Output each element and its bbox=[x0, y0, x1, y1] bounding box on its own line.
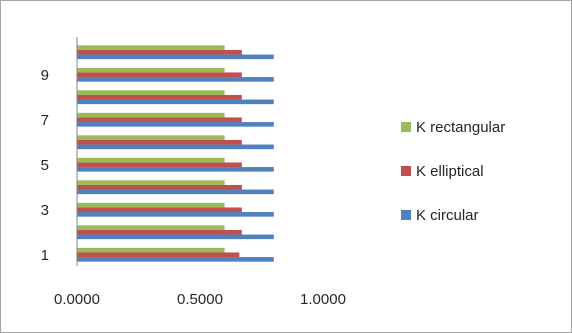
bar-k-rectangular-7 bbox=[77, 112, 225, 118]
y-tick-label: 1 bbox=[41, 247, 49, 264]
x-tick-label: 1.0000 bbox=[300, 291, 346, 308]
bar-k-elliptical-8 bbox=[77, 94, 242, 100]
bar-k-circular-2 bbox=[77, 234, 274, 240]
bar-k-rectangular-10 bbox=[77, 45, 225, 50]
legend-label-k-rectangular: K rectangular bbox=[416, 119, 505, 136]
bar-k-circular-4 bbox=[77, 189, 274, 195]
bar-k-elliptical-6 bbox=[77, 139, 242, 145]
bar-k-rectangular-2 bbox=[77, 225, 225, 230]
bar-k-elliptical-7 bbox=[77, 117, 242, 123]
y-tick-label: 7 bbox=[41, 112, 49, 129]
bar-k-circular-10 bbox=[77, 54, 274, 60]
y-tick-label: 9 bbox=[41, 67, 49, 84]
legend-label-k-circular: K circular bbox=[416, 207, 479, 224]
bar-k-rectangular-4 bbox=[77, 180, 225, 185]
bar-k-circular-3 bbox=[77, 212, 274, 217]
bar-k-elliptical-3 bbox=[77, 207, 242, 213]
bar-k-rectangular-5 bbox=[77, 157, 225, 163]
legend-swatch-k-elliptical bbox=[401, 166, 411, 176]
bar-k-elliptical-9 bbox=[77, 72, 242, 78]
legend: K rectangular K elliptical K circular bbox=[401, 119, 505, 224]
bar-k-circular-5 bbox=[77, 167, 274, 172]
x-tick-label: 0.0000 bbox=[54, 291, 100, 308]
bar-k-circular-7 bbox=[77, 122, 274, 127]
legend-swatch-k-circular bbox=[401, 210, 411, 220]
y-tick-label: 3 bbox=[41, 202, 49, 219]
bar-k-elliptical-10 bbox=[77, 49, 242, 55]
y-tick-label: 5 bbox=[41, 157, 49, 174]
legend-swatch-k-rectangular bbox=[401, 122, 411, 132]
bar-k-elliptical-4 bbox=[77, 184, 242, 190]
y-axis: 1 3 5 7 9 bbox=[41, 67, 49, 264]
bar-k-rectangular-9 bbox=[77, 67, 225, 73]
bar-k-rectangular-8 bbox=[77, 90, 225, 95]
bar-k-elliptical-5 bbox=[77, 162, 242, 168]
legend-label-k-elliptical: K elliptical bbox=[416, 163, 484, 180]
x-axis: 0.0000 0.5000 1.0000 bbox=[54, 291, 346, 308]
bar-k-circular-6 bbox=[77, 144, 274, 150]
bar-k-circular-1 bbox=[77, 257, 274, 262]
bar-k-elliptical-2 bbox=[77, 229, 242, 235]
bar-k-elliptical-1 bbox=[77, 252, 240, 258]
bar-k-rectangular-1 bbox=[77, 247, 225, 253]
bar-k-rectangular-3 bbox=[77, 202, 225, 208]
x-tick-label: 0.5000 bbox=[177, 291, 223, 308]
bars-layer bbox=[77, 45, 274, 262]
bar-k-circular-9 bbox=[77, 77, 274, 82]
bar-k-rectangular-6 bbox=[77, 135, 225, 140]
bar-k-circular-8 bbox=[77, 99, 274, 105]
